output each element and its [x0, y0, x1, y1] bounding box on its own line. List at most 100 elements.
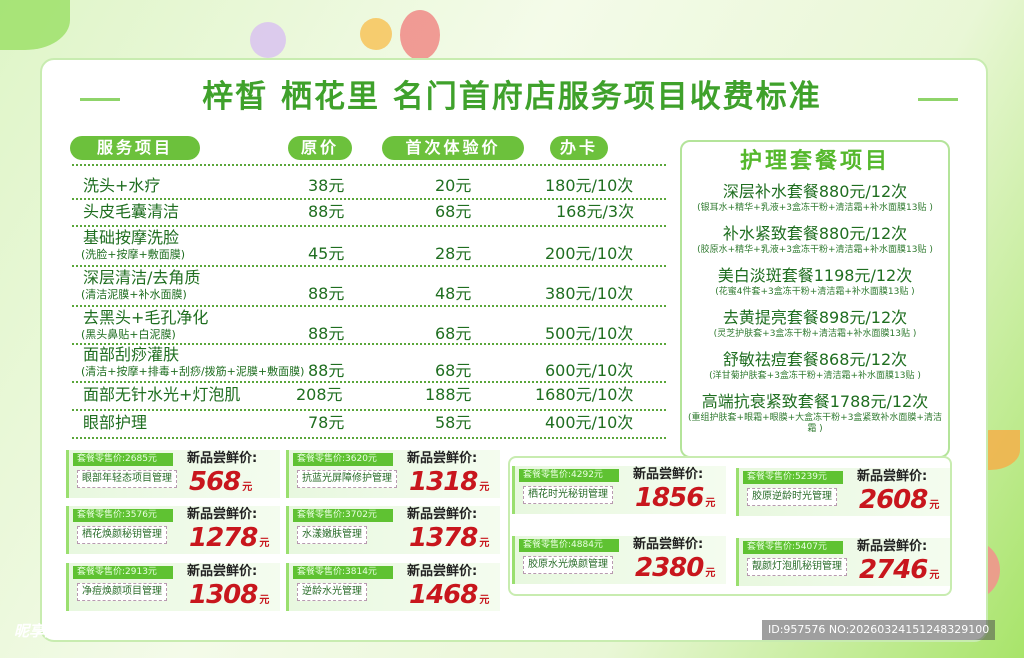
service-name: 头皮毛囊清洁	[83, 202, 180, 221]
retail-price: 套餐零售价:2685元	[73, 453, 173, 466]
first-price: 20元	[435, 176, 472, 195]
row-divider	[72, 343, 666, 345]
promo-price: 1856 元	[635, 483, 715, 518]
promo-price: 1278 元	[189, 523, 269, 558]
image-id: ID:957576 NO:20260324151248329100	[762, 620, 996, 640]
promo-price-value: 1856	[635, 483, 704, 513]
service-name: 面部刮痧灌肤	[83, 345, 180, 364]
promo-name: 抗蓝光屏障修护管理	[297, 470, 397, 488]
promo-card: 套餐零售价:2685元 眼部年轻态项目管理 新品尝鲜价: 568 元	[66, 450, 280, 498]
first-price: 68元	[435, 361, 472, 380]
promo-price: 2380 元	[635, 553, 715, 588]
card-price: 1680元/10次	[535, 385, 634, 404]
row-divider	[72, 437, 666, 439]
promo-label: 新品尝鲜价:	[857, 469, 928, 484]
promo-name: 水漾嫩肤管理	[297, 526, 367, 544]
service-name: 基础按摩洗脸	[83, 228, 180, 247]
promo-label: 新品尝鲜价:	[187, 507, 258, 522]
retail-price: 套餐零售价:3620元	[293, 453, 393, 466]
promo-card: 套餐零售价:3576元 栖花焕颜秘钥管理 新品尝鲜价: 1278 元	[66, 506, 280, 554]
promo-label: 新品尝鲜价:	[187, 451, 258, 466]
original-price: 208元	[296, 385, 343, 404]
promo-name: 眼部年轻态项目管理	[77, 470, 177, 488]
original-price: 78元	[308, 413, 345, 432]
promo-price: 1468 元	[409, 580, 489, 615]
package-detail: (洋甘菊护肤套+3盒冻干粉+清洁霜+补水面膜13贴 )	[709, 371, 921, 381]
card-price: 380元/10次	[545, 284, 634, 303]
promo-price: 2608 元	[859, 485, 939, 520]
service-name: 洗头+水疗	[83, 176, 161, 195]
package-detail: (花蜜4件套+3盒冻干粉+清洁霜+补水面膜13贴 )	[715, 287, 915, 297]
card-price: 180元/10次	[545, 176, 634, 195]
promo-card: 套餐零售价:3620元 抗蓝光屏障修护管理 新品尝鲜价: 1318 元	[286, 450, 500, 498]
service-detail: (黑头鼻贴+白泥膜)	[81, 328, 176, 341]
card-price: 400元/10次	[545, 413, 634, 432]
retail-price: 套餐零售价:5239元	[743, 471, 843, 484]
promo-price-value: 1378	[409, 523, 478, 553]
promo-price-value: 1308	[189, 580, 258, 610]
first-price: 68元	[435, 202, 472, 221]
promo-card: 套餐零售价:2913元 净痘焕颜项目管理 新品尝鲜价: 1308 元	[66, 563, 280, 611]
header-card: 办卡	[550, 136, 608, 160]
promo-price-value: 2608	[859, 485, 928, 515]
promo-label: 新品尝鲜价:	[187, 564, 258, 579]
promo-price-value: 1468	[409, 580, 478, 610]
leaf-decoration	[250, 22, 286, 58]
service-detail: (洗脸+按摩+敷面膜)	[81, 248, 186, 261]
original-price: 45元	[308, 244, 345, 263]
package-detail: (胶原水+精华+乳液+3盒冻干粉+清洁霜+补水面膜13贴 )	[697, 245, 933, 255]
promo-unit: 元	[479, 595, 489, 606]
service-name: 眼部护理	[83, 413, 148, 432]
leaf-decoration	[0, 0, 70, 50]
retail-price: 套餐零售价:4292元	[519, 469, 619, 482]
package-detail: (灵芝护肤套+3盒冻干粉+清洁霜+补水面膜13贴 )	[713, 329, 917, 339]
promo-name: 净痘焕颜项目管理	[77, 583, 167, 601]
header-original: 原价	[288, 136, 352, 160]
retail-price: 套餐零售价:2913元	[73, 566, 173, 579]
promo-price-value: 568	[189, 467, 241, 497]
card-price: 168元/3次	[556, 202, 635, 221]
promo-price-value: 2380	[635, 553, 704, 583]
promo-name: 栖花时光秘钥管理	[523, 486, 613, 504]
promo-price-value: 1278	[189, 523, 258, 553]
title-dash-right	[918, 98, 958, 101]
first-price: 48元	[435, 284, 472, 303]
promo-price-value: 1318	[409, 467, 478, 497]
package-name: 深层补水套餐880元/12次	[722, 182, 908, 201]
promo-card: 套餐零售价:3814元 逆龄水光管理 新品尝鲜价: 1468 元	[286, 563, 500, 611]
promo-unit: 元	[705, 568, 715, 579]
original-price: 88元	[308, 202, 345, 221]
header-first: 首次体验价	[382, 136, 524, 160]
first-price: 188元	[425, 385, 472, 404]
promo-price: 1308 元	[189, 580, 269, 615]
promo-card: 套餐零售价:5407元 靓颜灯泡肌秘钥管理 新品尝鲜价: 2746 元	[736, 538, 950, 586]
promo-name: 胶原逆龄时光管理	[747, 488, 837, 506]
card-price: 600元/10次	[545, 361, 634, 380]
leaf-decoration	[400, 10, 440, 60]
promo-price: 1318 元	[409, 467, 489, 502]
retail-price: 套餐零售价:3576元	[73, 509, 173, 522]
service-detail: (清洁泥膜+补水面膜)	[81, 288, 187, 301]
row-divider	[72, 305, 666, 307]
header-service: 服务项目	[70, 136, 200, 160]
package-name: 补水紧致套餐880元/12次	[722, 224, 908, 243]
promo-unit: 元	[705, 498, 715, 509]
promo-unit: 元	[929, 570, 939, 581]
card-price: 500元/10次	[545, 324, 634, 343]
package-name: 美白淡斑套餐1198元/12次	[717, 266, 913, 285]
promo-label: 新品尝鲜价:	[633, 537, 704, 552]
promo-card: 套餐零售价:4884元 胶原水光焕颜管理 新品尝鲜价: 2380 元	[512, 536, 726, 584]
retail-price: 套餐零售价:3814元	[293, 566, 393, 579]
promo-unit: 元	[479, 538, 489, 549]
row-divider	[72, 381, 666, 383]
promo-label: 新品尝鲜价:	[633, 467, 704, 482]
promo-card: 套餐零售价:4292元 栖花时光秘钥管理 新品尝鲜价: 1856 元	[512, 466, 726, 514]
promo-label: 新品尝鲜价:	[857, 539, 928, 554]
promo-price: 2746 元	[859, 556, 939, 590]
first-price: 58元	[435, 413, 472, 432]
first-price: 28元	[435, 244, 472, 263]
package-name: 去黄提亮套餐898元/12次	[722, 308, 908, 327]
original-price: 88元	[308, 324, 345, 343]
row-divider	[72, 409, 666, 411]
promo-name: 栖花焕颜秘钥管理	[77, 526, 167, 544]
